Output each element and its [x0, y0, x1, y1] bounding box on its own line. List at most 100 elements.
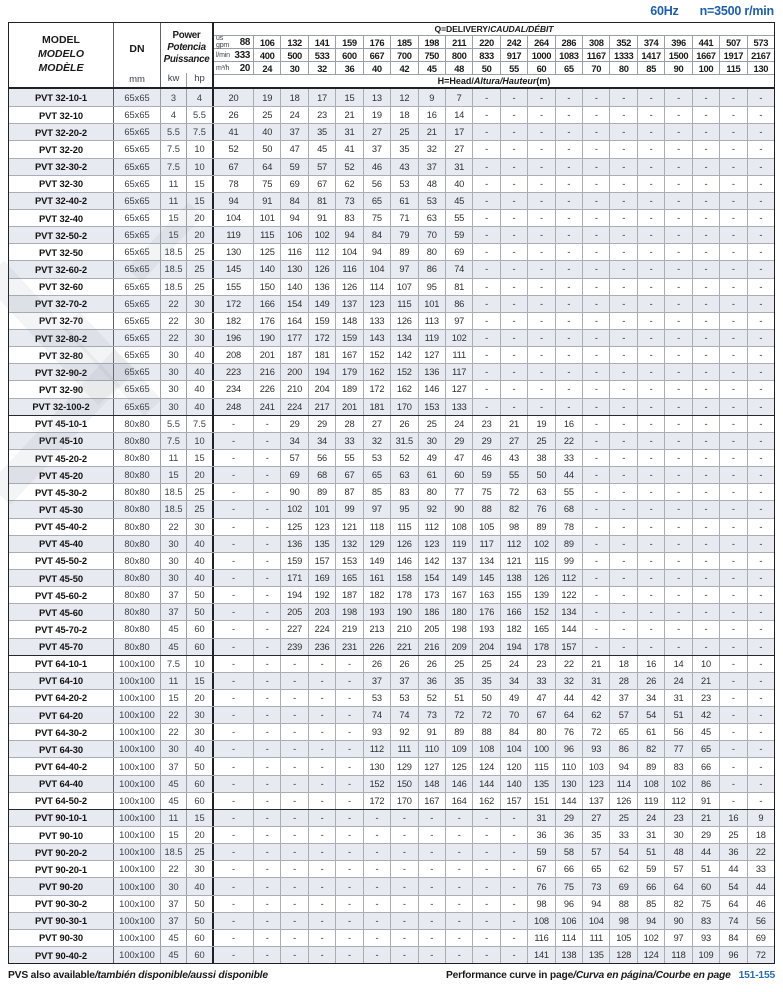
head-value-cell: - [719, 381, 746, 398]
kw-cell: 11 [161, 809, 187, 827]
head-value-cell: - [609, 569, 636, 587]
table-row: PVT 45-30-2 80x80 18.5 25- -90 89 87 85 83 80 77 75… [9, 483, 774, 501]
head-value-cell: - [609, 89, 636, 107]
kw-cell: 37 [161, 758, 187, 775]
head-value-cell: 187 [280, 347, 307, 364]
hp-cell: 30 [187, 707, 214, 724]
head-value-cell: 111 [444, 347, 472, 364]
head-value-cell: 72 [472, 707, 499, 724]
head-value-cell: - [609, 432, 636, 449]
head-value-cell: 120 [499, 758, 527, 775]
head-value-cell: 190 [390, 604, 417, 621]
dn-cell: 65x65 [114, 398, 161, 415]
flow-value-cell: 667 [362, 49, 390, 61]
kw-cell: 11 [161, 672, 187, 689]
model-cell: PVT 32-10 [9, 107, 114, 124]
head-value-cell: 57 [307, 158, 335, 175]
head-value-cell: 67 [228, 161, 239, 172]
head-value-cell: - [746, 261, 774, 278]
head-value-cell: - [719, 689, 746, 707]
head-value-cell: 69 [609, 878, 636, 895]
head-value-cell: 25 [253, 107, 280, 124]
head-value-cell: 179 [335, 364, 362, 381]
flow-value-cell: 700 [390, 49, 417, 61]
gpm-unit-cell: us gpm 88 [214, 35, 253, 49]
head-value-cell: 32 [417, 141, 445, 158]
head-value-cell: - [232, 453, 235, 464]
head-value-cell: - [527, 244, 554, 261]
head-value-cell: 43 [390, 158, 417, 175]
kw-cell: 37 [161, 895, 187, 912]
table-row: PVT 32-70 65x65 22 30 182 176 164 159 148 133 126 1… [9, 311, 774, 329]
head-value-cell: 28 [335, 415, 362, 432]
table-row: PVT 90-20-2 100x100 18.5 25- - - - - - - - - - -59 58 5… [9, 843, 774, 861]
head-value-cell: 42 [691, 707, 719, 724]
head-value-cell: - [691, 175, 719, 192]
head-value-cell: 45 [307, 141, 335, 158]
head-value-cell: - [582, 175, 609, 192]
head-value-cell: 90 [444, 501, 472, 518]
head-value-cell: - [582, 209, 609, 227]
head-value-cell: - [472, 107, 499, 124]
head-value-cell: - [746, 792, 774, 809]
head-value-cell: - [253, 861, 280, 878]
head-value-cell: - [691, 535, 719, 552]
head-value-cell: - [335, 809, 362, 827]
model-cell: PVT 32-100-2 [9, 398, 114, 415]
head-value-cell: - [582, 604, 609, 621]
head-value-cell: - [307, 792, 335, 809]
head-value-cell: - [527, 227, 554, 244]
hp-cell: 40 [187, 398, 214, 415]
head-value-cell: - [499, 209, 527, 227]
head-value-cell: 94 [335, 227, 362, 244]
head-value-cell: - [691, 89, 719, 107]
table-row: PVT 32-40 65x65 15 20 104 101 94 91 83 75 71 63 55- -… [9, 208, 774, 227]
head-value-cell: - [719, 278, 746, 295]
head-value-cell: 155 [226, 281, 241, 292]
head-value-cell: 186 [417, 604, 445, 621]
head-value-cell: - [280, 809, 307, 827]
head-value-cell: - [719, 467, 746, 484]
head-value-cell: - [444, 809, 472, 827]
head-value-cell: - [691, 158, 719, 175]
table-row: PVT 64-40-2 100x100 37 50- - - - -130 129 127 125 1… [9, 757, 774, 775]
table-row: PVT 64-40 100x100 45 60- - - - -152 150 148 146 144… [9, 774, 774, 792]
head-value-cell: 25 [417, 415, 445, 432]
head-value-cell: - [472, 192, 499, 209]
head-value-cell: - [335, 947, 362, 964]
head-value-cell: 74 [362, 707, 390, 724]
head-value-cell: 130 [554, 775, 582, 792]
head-value-cell: 55 [444, 209, 472, 227]
flow-value-cell: 352 [609, 36, 636, 48]
head-value-cell: 23 [691, 689, 719, 707]
model-cell: PVT 32-90-2 [9, 364, 114, 381]
head-value-cell: - [499, 244, 527, 261]
head-value-cell: - [582, 535, 609, 552]
head-value-cell: 192 [307, 587, 335, 604]
head-value-cell: - [582, 107, 609, 124]
head-value-cell: 177 [280, 329, 307, 347]
head-value-cell: 70 [499, 707, 527, 724]
head-value-cell: - [746, 707, 774, 724]
head-value-cell: 26 [390, 415, 417, 432]
head-value-cell: 31 [527, 809, 554, 827]
head-value-cell: - [253, 689, 280, 707]
head-value-cell: 61 [636, 724, 664, 741]
head-value-cell: - [582, 381, 609, 398]
head-value-cell: 127 [444, 381, 472, 398]
head-value-cell: 92 [417, 501, 445, 518]
model-cell: PVT 64-10-1 [9, 655, 114, 672]
head-value-cell: - [444, 947, 472, 964]
head-value-cell: 164 [444, 792, 472, 809]
flow-value-cell: 100 [691, 62, 719, 74]
table-row: PVT 64-30 100x100 30 40- - - - -112 111 110 109 108… [9, 740, 774, 758]
model-cell: PVT 45-40-2 [9, 518, 114, 535]
head-value-cell: - [253, 758, 280, 775]
kw-cell: 18.5 [161, 484, 187, 501]
head-value-cell: - [417, 929, 445, 947]
head-value-cell: 29 [554, 809, 582, 827]
head-value-cell: 128 [609, 947, 636, 964]
lmin-unit-cell: l/min 333 [214, 49, 253, 61]
head-title-italic: Altura/Hauteur [473, 76, 537, 86]
model-cell: PVT 45-10 [9, 432, 114, 449]
